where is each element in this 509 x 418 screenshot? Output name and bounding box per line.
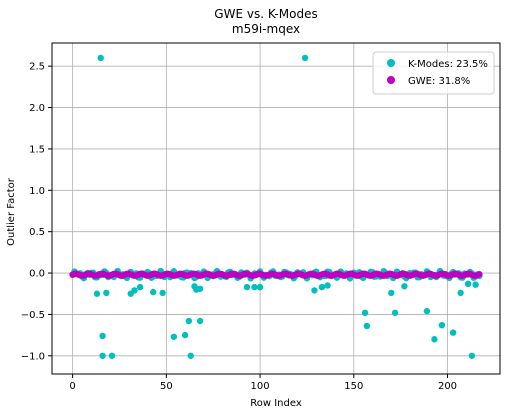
kmodes-outlier-point [361, 309, 369, 316]
x-axis-label: Row Index [250, 398, 302, 409]
x-axis-ticks: 0 50 100 150 200 [69, 374, 457, 392]
kmodes-outlier-point [438, 321, 446, 329]
kmodes-outlier-point [457, 289, 464, 297]
kmodes-outlier-point [185, 317, 193, 325]
kmodes-outlier-point [93, 290, 101, 297]
x-tick-label: 50 [160, 381, 173, 392]
kmodes-outlier-point [318, 283, 326, 291]
chart-subtitle: m59i-mqex [232, 22, 300, 36]
kmodes-outlier-point [251, 283, 258, 291]
y-axis-ticks: −1.0 −0.5 0.0 0.5 1.0 1.5 2.0 2.5 [21, 62, 52, 362]
legend-marker-gwe [387, 76, 395, 84]
kmodes-outlier-point [324, 282, 331, 289]
kmodes-outlier-point [464, 280, 472, 288]
kmodes-outlier-point [301, 54, 309, 62]
x-tick-label: 150 [344, 381, 363, 392]
y-tick-label: −1.0 [21, 351, 45, 362]
kmodes-outlier-point [150, 288, 157, 296]
kmodes-outlier-point [187, 352, 194, 359]
chart-title: GWE vs. K-Modes [214, 7, 317, 21]
legend-label-gwe: GWE: 31.8% [408, 76, 470, 87]
kmodes-outlier-point [423, 307, 431, 315]
plot-frame [51, 42, 501, 375]
legend-label-kmodes: K-Modes: 23.5% [408, 59, 488, 70]
kmodes-outlier-point [472, 281, 479, 288]
kmodes-outlier-point [131, 287, 138, 294]
kmodes-outlier-point [363, 322, 371, 330]
kmodes-outlier-point [108, 352, 116, 359]
gwe-point [476, 271, 483, 278]
kmodes-outlier-point [136, 283, 144, 291]
y-tick-label: 0.5 [29, 227, 45, 238]
kmodes-outlier-point [311, 287, 318, 294]
series-gwe [69, 270, 483, 279]
y-tick-label: −0.5 [21, 310, 45, 321]
kmodes-outlier-point [196, 285, 204, 292]
legend-box [372, 51, 495, 95]
kmodes-outlier-point [97, 54, 104, 62]
legend-marker-kmodes [387, 59, 395, 67]
kmodes-outlier-point [196, 317, 204, 325]
kmodes-outlier-point [159, 289, 166, 297]
x-tick-label: 200 [438, 381, 457, 392]
kmodes-outlier-point [181, 331, 189, 339]
kmodes-outlier-point [99, 332, 106, 340]
y-tick-label: 0.0 [29, 269, 45, 280]
kmodes-outlier-point [388, 289, 395, 297]
kmodes-outlier-point [401, 283, 408, 290]
x-tick-label: 0 [69, 381, 75, 392]
y-tick-label: 1.0 [29, 186, 45, 197]
kmodes-outlier-point [391, 309, 399, 316]
kmodes-outlier-point [431, 336, 438, 343]
kmodes-outlier-point [103, 289, 110, 297]
y-tick-label: 2.0 [29, 103, 45, 114]
kmodes-outlier-point [449, 329, 457, 336]
kmodes-outlier-point [170, 333, 178, 340]
y-tick-label: 1.5 [29, 144, 45, 155]
kmodes-outlier-point [243, 283, 251, 291]
y-axis-label: Outlier Factor [6, 177, 17, 246]
kmodes-outlier-point [256, 283, 264, 291]
y-tick-label: 2.5 [29, 62, 45, 73]
kmodes-outlier-point [468, 352, 476, 359]
x-tick-label: 100 [251, 381, 270, 392]
legend: K-Modes: 23.5% GWE: 31.8% [372, 51, 495, 95]
series-kmodes [69, 54, 483, 359]
kmodes-outlier-point [99, 352, 106, 359]
